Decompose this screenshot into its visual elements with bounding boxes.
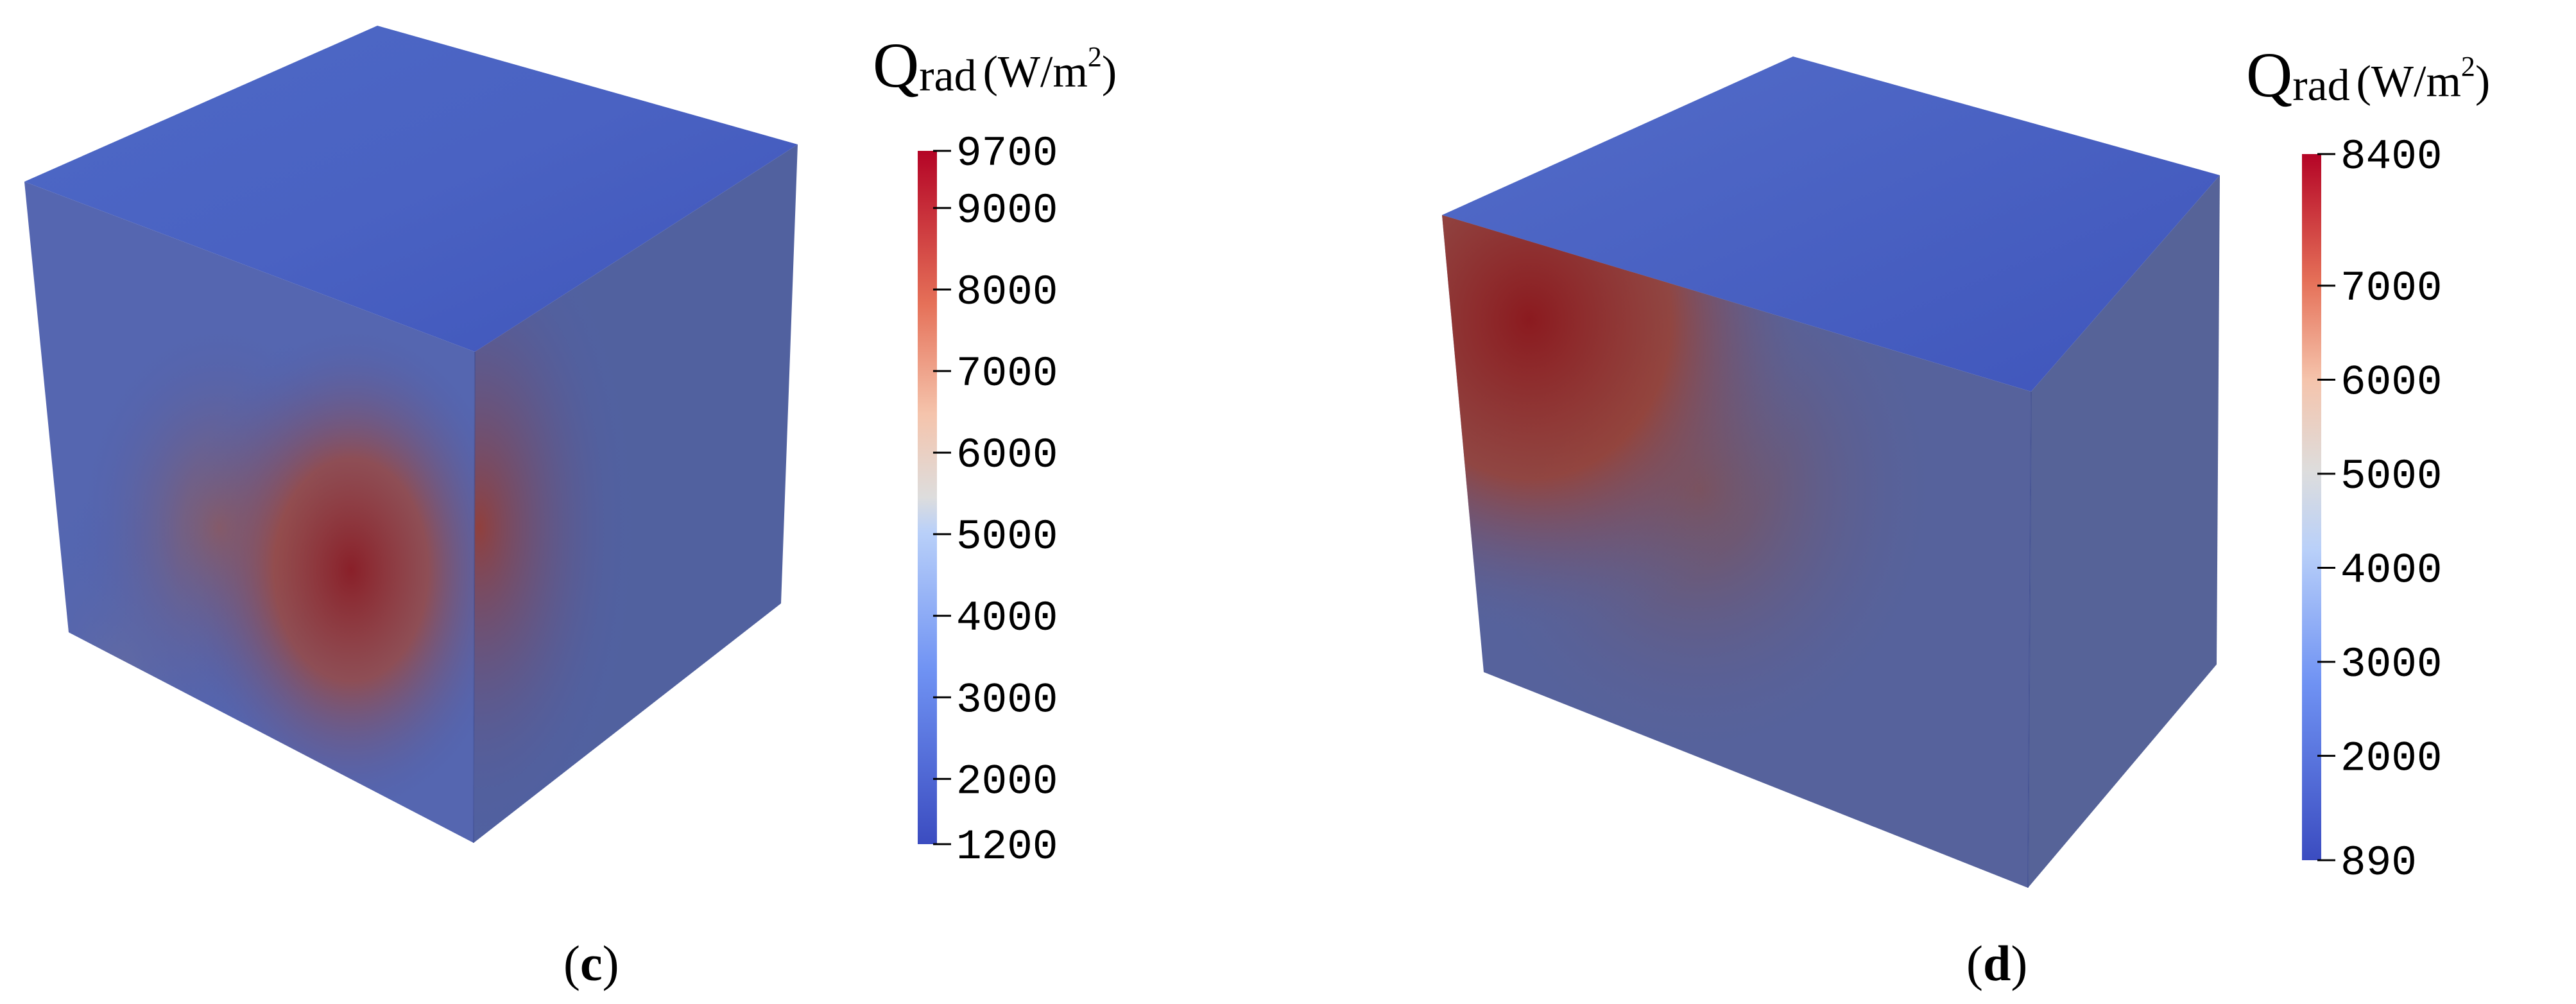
colorbar-tick-label: 4000	[956, 594, 1058, 643]
colorbar-tick-label: 890	[2340, 839, 2417, 887]
colorbar-tick-label: 8000	[956, 268, 1058, 316]
panel-label-d: (d)	[1966, 935, 2028, 991]
panel-d: Qrad (W/m2) 8400 7000 6000 5000 4000 3000 2000 8…	[1288, 0, 2576, 1004]
colorbar	[918, 151, 937, 844]
colorbar-tick-label: 9000	[956, 187, 1058, 235]
colorbar-tick-label: 8400	[2340, 133, 2442, 181]
panel-c: Qrad (W/m2) 9700 9000 8000 7000 6000 5000 4000 3…	[24, 26, 1117, 991]
cube-right-face	[2028, 175, 2220, 888]
colorbar-tick-label: 6000	[956, 431, 1058, 480]
cube-top-face	[1442, 56, 2220, 392]
colorbar-tick-label: 7000	[956, 350, 1058, 398]
colorbar-ticks: 8400 7000 6000 5000 4000 3000 2000 890	[2317, 133, 2442, 887]
colorbar	[2302, 154, 2321, 860]
colorbar-tick-label: 7000	[2340, 264, 2442, 313]
colorbar-tick-label: 3000	[956, 676, 1058, 724]
colorbar-tick-label: 5000	[2340, 453, 2442, 501]
colorbar-title: Qrad (W/m2)	[873, 30, 1117, 101]
colorbar-tick-label: 5000	[956, 513, 1058, 561]
colorbar-tick-label: 1200	[956, 823, 1058, 871]
colorbar-title: Qrad (W/m2)	[2246, 39, 2490, 110]
cube-render-c: Qrad (W/m2) 9700 9000 8000 7000 6000 5000 4000 3…	[24, 26, 1117, 871]
cube-top-face	[24, 26, 798, 352]
colorbar-tick-label: 3000	[2340, 641, 2442, 689]
panel-label-c: (c)	[563, 935, 619, 991]
colorbar-tick-label: 6000	[2340, 359, 2442, 407]
colorbar-tick-label: 9700	[956, 130, 1058, 178]
colorbar-tick-label: 2000	[956, 757, 1058, 806]
colorbar-tick-label: 2000	[2340, 734, 2442, 783]
colorbar-tick-label: 4000	[2340, 546, 2442, 594]
cube-render-d: Qrad (W/m2) 84007000600050004000300020008…	[1442, 39, 2490, 888]
colorbar-ticks: 9700 9000 8000 7000 6000 5000 4000 3000 2000 1200	[933, 130, 1058, 871]
